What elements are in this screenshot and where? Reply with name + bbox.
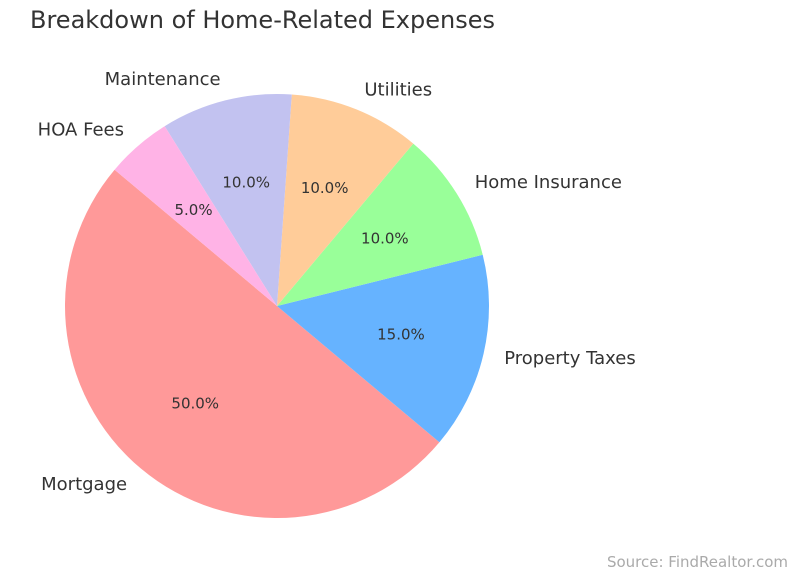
slice-label-utilities: Utilities: [364, 79, 432, 100]
slice-label-mortgage: Mortgage: [41, 474, 127, 495]
pie-slice-utilities: [277, 94, 414, 306]
pie-slice-maintenance: [164, 94, 292, 307]
slice-label-property-taxes: Property Taxes: [504, 348, 635, 369]
pie-slice-mortgage: [64, 169, 440, 518]
pie-slice-home-insurance: [277, 143, 483, 306]
pct-label-mortgage: 50.0%: [171, 394, 219, 412]
pct-label-maintenance: 10.0%: [222, 174, 270, 192]
slice-label-hoa-fees: HOA Fees: [38, 120, 124, 141]
pie-slice-property-taxes: [277, 254, 489, 443]
pct-label-property-taxes: 15.0%: [377, 326, 425, 344]
pct-label-home-insurance: 10.0%: [361, 230, 409, 248]
slice-label-maintenance: Maintenance: [105, 69, 221, 90]
pie-slice-hoa-fees: [114, 126, 278, 306]
source-note: Source: FindRealtor.com: [606, 553, 788, 571]
chart-title: Breakdown of Home-Related Expenses: [30, 6, 495, 34]
slice-label-home-insurance: Home Insurance: [475, 172, 622, 193]
pct-label-utilities: 10.0%: [301, 179, 349, 197]
pct-label-hoa-fees: 5.0%: [174, 201, 212, 219]
